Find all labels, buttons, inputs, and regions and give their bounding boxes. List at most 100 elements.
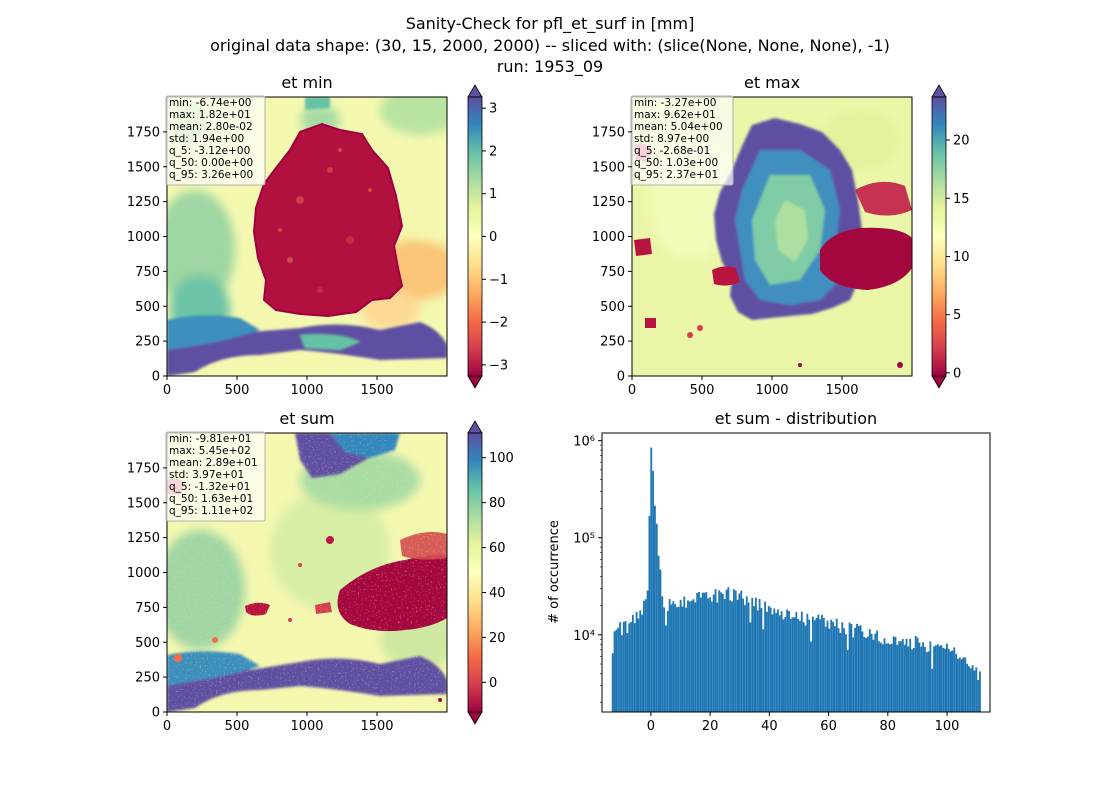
colorbar-tick-label: 0 bbox=[489, 676, 497, 691]
histogram-bars bbox=[611, 447, 981, 712]
histogram-bar bbox=[861, 631, 864, 712]
colorbar-tick-label: 1 bbox=[489, 187, 497, 202]
histogram-bar bbox=[729, 600, 732, 712]
histogram-bar bbox=[923, 646, 926, 712]
histogram-bar bbox=[681, 606, 684, 712]
histogram-bar bbox=[694, 602, 697, 712]
histogram-bar bbox=[732, 589, 735, 712]
histogram-bar bbox=[712, 594, 715, 712]
y-tick-label: 1000 bbox=[127, 566, 160, 581]
histogram-bar bbox=[883, 638, 886, 712]
histogram-bar bbox=[810, 641, 812, 712]
stat-line: q_50: 0.00e+00 bbox=[169, 157, 253, 169]
stat-line: max: 1.82e+01 bbox=[169, 109, 251, 121]
histogram-bar bbox=[749, 622, 752, 712]
histogram-bar bbox=[631, 614, 634, 712]
histogram-bar bbox=[657, 555, 660, 712]
et-sum-stats-box: min: -9.81e+01 max: 5.45e+02 mean: 2.89e… bbox=[165, 431, 266, 522]
histogram-bar bbox=[929, 641, 932, 712]
histogram-bar bbox=[848, 622, 851, 712]
histogram-bar bbox=[756, 610, 759, 712]
histogram-bar bbox=[833, 626, 836, 712]
et-max-colorbar: 0 5 10 15 20 bbox=[931, 84, 970, 389]
histogram-bar bbox=[622, 621, 625, 712]
histogram-bar bbox=[957, 658, 959, 712]
y-tick-label: 250 bbox=[135, 335, 160, 350]
histogram-bar bbox=[940, 645, 943, 712]
colorbar-tick-label: 40 bbox=[489, 586, 506, 601]
colorbar-extend-min bbox=[467, 711, 483, 725]
histogram-bar bbox=[890, 643, 893, 712]
histogram-bar bbox=[852, 637, 855, 712]
histogram-bar bbox=[912, 647, 915, 712]
histogram-bar bbox=[784, 616, 787, 712]
et-sum-x-axis: 0 500 1000 1500 bbox=[163, 712, 394, 734]
stat-line: mean: 2.89e+01 bbox=[169, 457, 258, 469]
stat-line: q_95: 2.37e+01 bbox=[634, 169, 718, 181]
histogram-bar bbox=[687, 600, 689, 712]
colorbar-tick-label: −1 bbox=[489, 273, 508, 288]
y-tick-label: 750 bbox=[135, 601, 160, 616]
histogram-axes: 0 20 40 60 80 100 10⁴ 10⁵ 10⁶ bbox=[573, 435, 959, 734]
y-tick-label: 750 bbox=[135, 265, 160, 280]
x-tick-label: 1000 bbox=[755, 383, 788, 398]
stat-line: q_5: -3.12e+00 bbox=[169, 145, 250, 157]
histogram-bar bbox=[911, 649, 913, 712]
colorbar-tick-label: 15 bbox=[953, 192, 970, 207]
histogram-bar bbox=[683, 596, 686, 712]
histogram-bar bbox=[753, 606, 756, 712]
histogram-bar bbox=[925, 652, 928, 712]
histogram-bar bbox=[635, 611, 638, 712]
y-tick-label: 10⁵ bbox=[573, 532, 595, 547]
histogram-bar bbox=[642, 600, 645, 712]
histogram-bar bbox=[663, 607, 666, 712]
histogram-bar bbox=[826, 620, 829, 712]
histogram-bar bbox=[666, 610, 669, 712]
y-tick-label: 500 bbox=[135, 636, 160, 651]
histogram-bar bbox=[690, 600, 693, 712]
histogram-bar bbox=[630, 621, 632, 712]
y-tick-label: 1500 bbox=[592, 160, 625, 175]
y-tick-label: 1750 bbox=[127, 125, 160, 140]
histogram-bar bbox=[960, 659, 963, 712]
histogram-bar bbox=[835, 618, 838, 712]
histogram-bar bbox=[705, 592, 708, 712]
histogram-bar bbox=[615, 629, 618, 712]
histogram-bar bbox=[696, 592, 699, 712]
et-min-stats-box: min: -6.74e+00 max: 1.82e+01 mean: 2.80e… bbox=[165, 95, 266, 186]
histogram-bar bbox=[701, 592, 704, 712]
x-tick-label: 0 bbox=[647, 719, 655, 734]
x-tick-label: 40 bbox=[761, 719, 778, 734]
stat-line: std: 8.97e+00 bbox=[634, 133, 709, 145]
histogram-bar bbox=[876, 630, 879, 712]
histogram-bar bbox=[850, 624, 853, 712]
histogram-bar bbox=[778, 615, 781, 712]
histogram-bar bbox=[738, 593, 741, 712]
histogram-bar bbox=[773, 608, 776, 712]
histogram-bar bbox=[867, 636, 869, 712]
y-tick-label: 750 bbox=[600, 265, 625, 280]
stat-line: min: -9.81e+01 bbox=[169, 433, 251, 445]
colorbar-extend-max bbox=[467, 420, 483, 434]
histogram-bar bbox=[811, 616, 814, 712]
figure-title-line-2: original data shape: (30, 15, 2000, 2000… bbox=[210, 36, 890, 55]
histogram-bar bbox=[905, 638, 908, 712]
histogram-bar bbox=[677, 606, 680, 712]
figure-title-line-3: run: 1953_09 bbox=[497, 57, 603, 77]
histogram-bar bbox=[788, 610, 790, 712]
histogram-bar bbox=[942, 647, 945, 712]
y-tick-label: 1250 bbox=[592, 195, 625, 210]
panel-et-max-title: et max bbox=[744, 73, 800, 92]
et-min-y-axis: 0 250 500 750 1000 1250 1500 1750 bbox=[127, 125, 167, 385]
histogram-bar bbox=[920, 646, 923, 712]
histogram-bar bbox=[839, 632, 842, 712]
histogram-bar bbox=[780, 611, 783, 712]
histogram-bar bbox=[624, 621, 627, 712]
histogram-bar bbox=[720, 592, 722, 712]
et-min-colorbar: −3 −2 −1 0 1 2 3 bbox=[467, 84, 508, 389]
histogram-bar bbox=[863, 636, 866, 712]
histogram-bar bbox=[676, 607, 678, 712]
histogram-bar bbox=[648, 515, 651, 712]
colorbar-tick-label: −3 bbox=[489, 358, 508, 373]
stat-line: q_50: 1.03e+00 bbox=[634, 157, 718, 169]
